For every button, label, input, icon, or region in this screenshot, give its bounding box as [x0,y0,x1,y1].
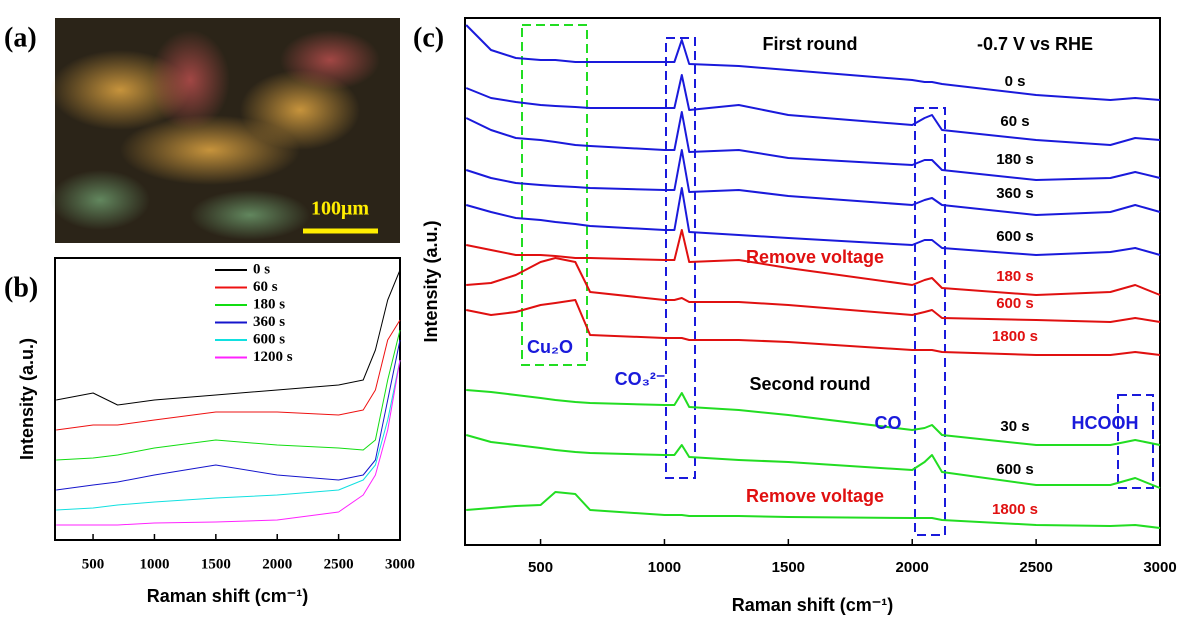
micrograph [50,18,400,243]
curve-label: 600 s [996,295,1034,312]
spectrum-line [56,319,401,431]
spectrum-line [466,491,1161,529]
spectrum-line [465,149,1161,216]
annotation: Remove voltage [746,486,884,506]
plot-frame [54,257,401,541]
spectrum-line [56,359,401,526]
spectrum-line [56,269,401,406]
x-axis-title: Raman shift (cm⁻¹) [147,586,309,606]
spectrum-line [465,187,1161,256]
x-tick-label: 500 [528,559,553,576]
y-axis-title: Intensity (a.u.) [17,338,37,460]
x-tick-label: 2000 [262,556,292,572]
spectrum-line [466,257,1161,323]
y-axis-title: Intensity (a.u.) [421,220,441,342]
annotation: HCOOH [1072,413,1139,433]
plot-frame [464,17,1161,546]
curve-label: 360 s [996,185,1034,202]
legend-label: 60 s [253,279,278,295]
annotation: Second round [750,374,871,394]
panel-label: (c) [413,22,444,53]
curve-label: 0 s [1005,73,1026,90]
x-tick-label: 1500 [201,556,231,572]
curve-label: 1800 s [992,328,1038,345]
spectrum-line [465,24,1161,101]
scale-label: 100μm [311,198,369,220]
spectrum-line [466,299,1161,356]
annotation: Remove voltage [746,247,884,267]
x-axis-title: Raman shift (cm⁻¹) [732,595,894,615]
spectrum-line [465,434,1161,489]
spectrum-line [56,339,401,491]
highlight-boxes [521,24,1154,536]
curve-label: 600 s [996,461,1034,478]
spectrum-line [465,74,1161,146]
annotation: First round [763,34,858,54]
annotation: CO [875,413,902,433]
x-tick-label: 1000 [648,559,681,576]
x-tick-label: 3000 [1143,559,1176,576]
x-tick-label: 500 [82,556,105,572]
legend-label: 1200 s [253,349,293,365]
legend-label: 600 s [253,331,285,347]
x-tick-label: 3000 [385,556,415,572]
x-tick-label: 1000 [139,556,169,572]
annotation: Cu₂O [527,337,573,357]
curve-label: 60 s [1000,113,1029,130]
x-tick-label: 2500 [324,556,354,572]
annotation: CO₃²⁻ [615,369,666,389]
panel-label: (b) [4,272,38,303]
panel-label: (a) [4,22,37,53]
legend-label: 0 s [253,261,270,277]
curve-label: 180 s [996,268,1034,285]
curve-label: 180 s [996,151,1034,168]
spectrum-line [56,359,401,511]
x-tick-label: 2500 [1019,559,1052,576]
curve-label: 600 s [996,228,1034,245]
curve-label: 30 s [1000,418,1029,435]
x-tick-label: 2000 [896,559,929,576]
legend-label: 180 s [253,296,285,312]
curve-label: 1800 s [992,501,1038,518]
spectrum-line [466,389,1161,446]
legend-label: 360 s [253,314,285,330]
annotation: -0.7 V vs RHE [977,34,1093,54]
x-tick-label: 1500 [772,559,805,576]
spectrum-line [56,329,401,461]
spectrum-line [465,111,1161,181]
spectrum-line [466,229,1161,296]
